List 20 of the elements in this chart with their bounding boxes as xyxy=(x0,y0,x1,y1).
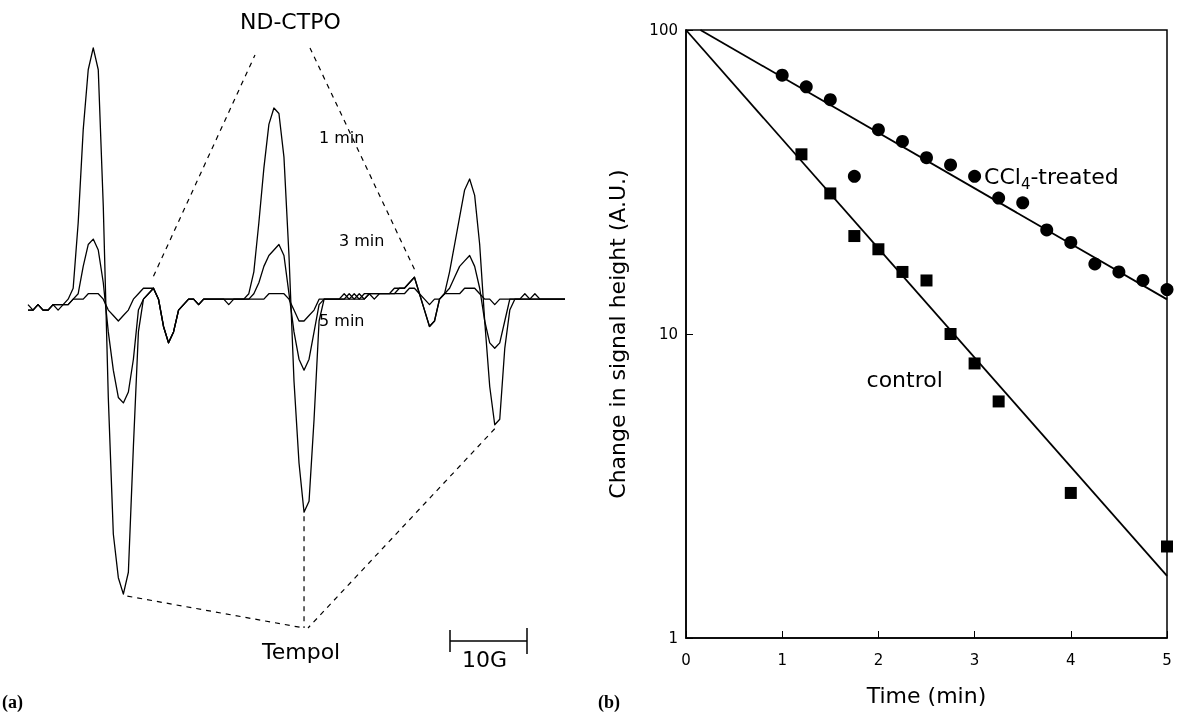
x-tick-label: 3 xyxy=(969,650,980,669)
x-tick-label: 1 xyxy=(777,650,787,669)
y-axis-title: Change in signal height (A.U.) xyxy=(604,169,630,499)
x-tick-label: 5 xyxy=(1162,650,1172,669)
text: 3 min xyxy=(338,230,385,250)
text: Tempol xyxy=(261,638,341,664)
series-label: 5 min xyxy=(319,310,365,330)
x-tick-label: 0 xyxy=(681,650,691,669)
text: 10G xyxy=(462,646,508,672)
x-tick-label: 2 xyxy=(873,650,884,669)
text: (a) xyxy=(2,692,23,713)
y-tick-label: 1 xyxy=(668,629,678,647)
series-label: control xyxy=(866,366,943,392)
text: 1 min xyxy=(318,127,365,147)
x-axis-title: Time (min) xyxy=(865,682,987,708)
y-tick-label: 10 xyxy=(658,325,678,343)
text: (b) xyxy=(598,692,620,713)
x-tick-label: 4 xyxy=(1066,650,1076,669)
y-tick-label: 100 xyxy=(649,21,678,39)
text: ND-CTPO xyxy=(240,8,341,34)
